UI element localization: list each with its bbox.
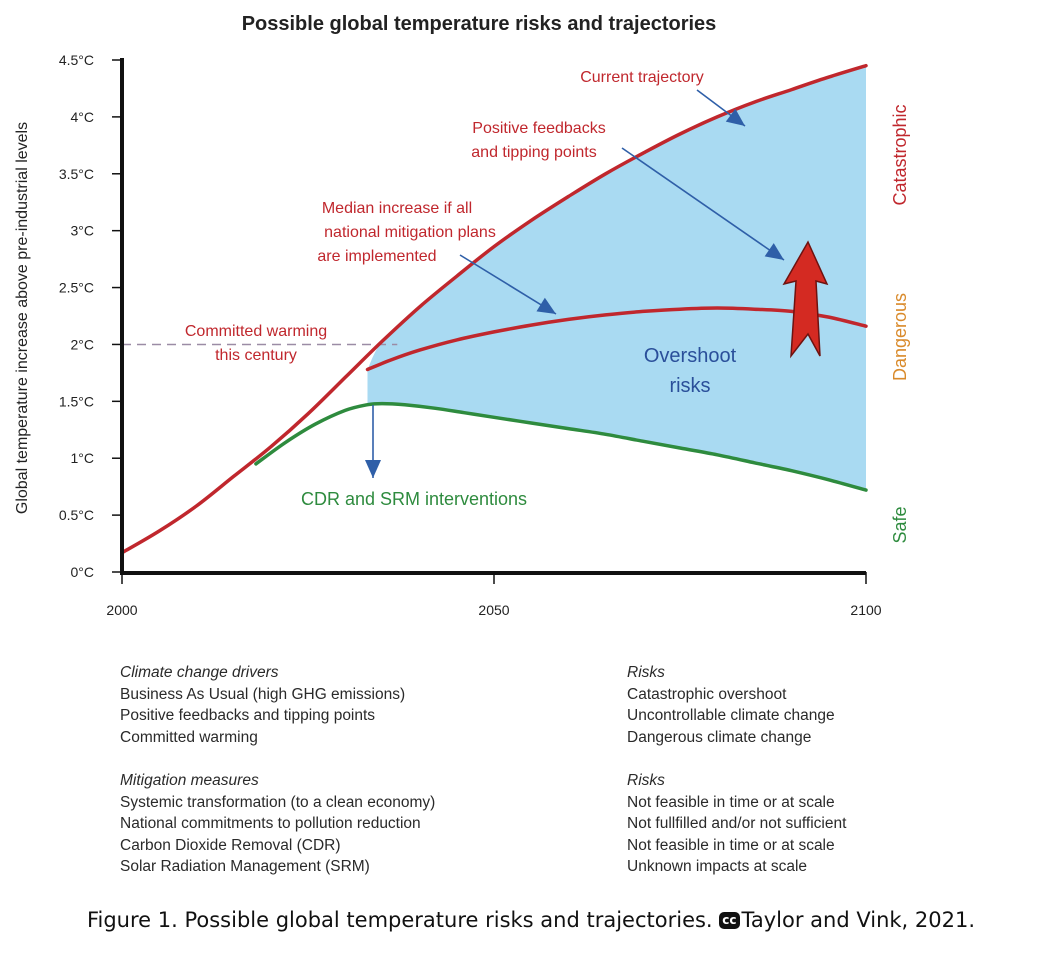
arrow-positive-feedbacks-shaft	[621, 147, 785, 261]
legend-item: Carbon Dioxide Removal (CDR)	[120, 836, 341, 854]
annotation-median-line2: national mitigation plans	[324, 224, 496, 241]
legend-mitigation-measures: Mitigation measures Systemic transformat…	[120, 770, 435, 878]
y-tick-label: 0°C	[71, 564, 95, 580]
legend-climate-drivers: Climate change drivers Business As Usual…	[120, 662, 405, 748]
x-tick-label: 2000	[106, 602, 137, 618]
legend-item: Unknown impacts at scale	[627, 858, 808, 875]
caption-credit: Taylor and Vink, 2021.	[741, 908, 976, 932]
legend-heading: Risks	[627, 664, 665, 681]
chart: Possible global temperature risks and tr…	[14, 13, 910, 618]
y-tick-label: 4°C	[71, 109, 95, 125]
caption-text: Figure 1. Possible global temperature ri…	[86, 908, 720, 932]
series-cdr-srm	[254, 401, 868, 492]
y-tick-label: 2.5°C	[59, 280, 94, 296]
y-tick-label: 4.5°C	[59, 52, 94, 68]
x-tick-label: 2100	[850, 602, 881, 618]
arrow-current-trajectory	[696, 89, 746, 127]
legend-driver-risks: Risks Catastrophic overshoot Uncontrolla…	[627, 662, 835, 748]
chart-title: Possible global temperature risks and tr…	[242, 13, 717, 35]
legend-heading: Risks	[627, 772, 665, 789]
annotation-median-line1: Median increase if all	[322, 200, 472, 217]
annotation-median-line3: are implemented	[317, 248, 436, 265]
annotation-overshoot-line1: Overshoot	[644, 345, 737, 367]
annotations: Current trajectory Positive feedbacks an…	[185, 69, 737, 509]
x-tick-label: 2050	[478, 602, 509, 618]
y-tick-label: 1°C	[71, 450, 95, 466]
legend-item: Catastrophic overshoot	[627, 685, 787, 703]
annotation-committed-warming-line1: Committed warming	[185, 323, 327, 340]
y-tick-label: 3.5°C	[59, 166, 94, 182]
legend-item: Solar Radiation Management (SRM)	[120, 858, 370, 875]
arrow-median-head	[536, 297, 556, 314]
annotation-arrows	[365, 89, 829, 478]
risk-label-safe: Safe	[890, 506, 910, 543]
y-axis-label: Global temperature increase above pre-in…	[14, 122, 31, 514]
risk-label-dangerous: Dangerous	[890, 293, 910, 381]
arrow-median	[459, 254, 557, 315]
legend-item: Not feasible in time or at scale	[627, 793, 835, 811]
risk-label-catastrophic: Catastrophic	[890, 104, 910, 205]
legend-item: Systemic transformation (to a clean econ…	[120, 793, 436, 811]
legend-item: Not feasible in time or at scale	[627, 836, 835, 854]
annotation-positive-feedbacks-line1: Positive feedbacks	[472, 120, 605, 137]
axes	[112, 58, 867, 584]
y-tick-label: 2°C	[71, 336, 95, 352]
series-median-mitigation	[365, 306, 868, 372]
figure-caption: Figure 1. Possible global temperature ri…	[0, 908, 1062, 932]
series-layer	[120, 63, 868, 555]
tipping-point-arrow	[782, 240, 829, 359]
legend-heading: Mitigation measures	[120, 772, 259, 789]
legend-item: Positive feedbacks and tipping points	[120, 707, 376, 724]
y-tick-label: 1.5°C	[59, 393, 94, 409]
annotation-committed-warming-line2: this century	[215, 347, 297, 364]
arrow-cdr-srm-head	[365, 460, 381, 478]
annotation-current-trajectory: Current trajectory	[580, 69, 704, 86]
y-tick-label: 3°C	[71, 223, 95, 239]
annotation-cdr-srm: CDR and SRM interventions	[301, 489, 527, 509]
annotation-positive-feedbacks-line2: and tipping points	[471, 144, 596, 161]
legend-item: Business As Usual (high GHG emissions)	[120, 685, 406, 703]
creative-commons-icon: cc	[719, 912, 740, 929]
arrow-positive-feedbacks-head	[764, 243, 784, 260]
legend-item: National commitments to pollution reduct…	[120, 815, 421, 832]
y-tick-label: 0.5°C	[59, 507, 94, 523]
series-current-trajectory	[120, 63, 868, 555]
tick-labels: 0°C 0.5°C 1°C 1.5°C 2°C 2.5°C 3°C 3.5°C 4°C 4.5°C…	[59, 52, 882, 618]
legend-item: Committed warming	[120, 728, 258, 746]
annotation-overshoot-line2: risks	[669, 375, 710, 397]
legend-mitigation-risks: Risks Not feasible in time or at scale N…	[627, 770, 846, 878]
arrow-median-shaft	[459, 254, 557, 315]
legend-item: Uncontrollable climate change	[627, 707, 835, 724]
legend-item: Dangerous climate change	[627, 728, 812, 746]
legend-item: Not fullfilled and/or not sufficient	[627, 815, 847, 832]
risk-scale-labels: Catastrophic Dangerous Safe	[890, 104, 910, 543]
arrow-current-trajectory-head	[725, 108, 745, 126]
arrow-cdr-srm	[365, 405, 381, 478]
legend-heading: Climate change drivers	[120, 664, 279, 681]
arrow-positive-feedbacks	[621, 147, 785, 261]
overshoot-area-layer	[367, 65, 866, 491]
overshoot-area	[367, 65, 866, 491]
